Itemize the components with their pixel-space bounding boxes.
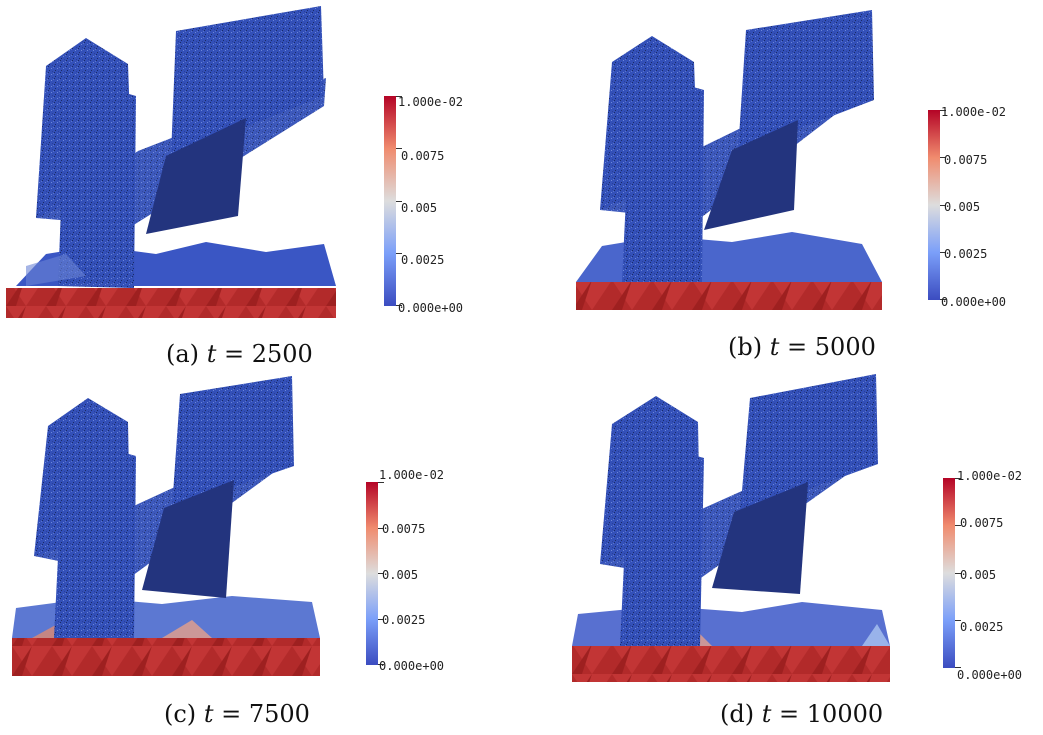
- panel-caption: (b) t = 5000: [728, 333, 876, 361]
- colorbar-label-0025: 0.0025: [944, 247, 988, 261]
- panel-caption: (d) t = 10000: [720, 700, 884, 728]
- colorbar-label-005: 0.005: [944, 200, 981, 214]
- panel-caption: (c) t = 7500: [164, 700, 310, 728]
- colorbar-label-005: 0.005: [382, 568, 419, 582]
- colorbar-label-0075: 0.0075: [401, 149, 445, 163]
- colorbar-label-0025: 0.0025: [382, 613, 426, 627]
- colorbar-label-0075: 0.0075: [382, 522, 426, 536]
- simulation-render: [6, 6, 336, 318]
- panel-caption: (a) t = 2500: [166, 340, 313, 368]
- colorbar-label-min: 0.000e+00: [398, 301, 464, 315]
- colorbar: [943, 478, 961, 668]
- colorbar-label-0075: 0.0075: [944, 153, 988, 167]
- colorbar-label-max: 1.000e-02: [941, 105, 1007, 119]
- colorbar-label-005: 0.005: [960, 568, 997, 582]
- colorbar-label-max: 1.000e-02: [379, 468, 445, 482]
- colorbar: [384, 96, 402, 306]
- colorbar-label-min: 0.000e+00: [941, 295, 1007, 309]
- colorbar-label-max: 1.000e-02: [957, 469, 1023, 483]
- simulation-render: [12, 376, 320, 676]
- simulation-render: [576, 10, 882, 310]
- simulation-render: [572, 374, 890, 682]
- colorbar-label-005: 0.005: [401, 201, 438, 215]
- colorbar: [366, 482, 384, 665]
- colorbar-label-max: 1.000e-02: [398, 95, 464, 109]
- colorbar-label-0075: 0.0075: [960, 516, 1004, 530]
- colorbar-label-min: 0.000e+00: [957, 668, 1023, 682]
- colorbar: [928, 110, 946, 300]
- colorbar-label-min: 0.000e+00: [379, 659, 445, 673]
- colorbar-label-0025: 0.0025: [960, 620, 1004, 634]
- colorbar-label-0025: 0.0025: [401, 253, 445, 267]
